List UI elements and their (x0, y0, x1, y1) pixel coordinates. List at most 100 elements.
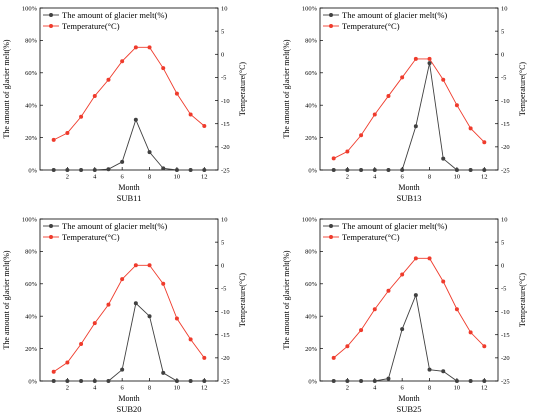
y-right-tick-label: -15 (221, 332, 230, 339)
y-right-tick-label: -15 (501, 121, 510, 128)
temperature-point (188, 337, 193, 342)
temperature-point (454, 307, 459, 312)
y-right-axis-label: Temperature(°C) (238, 273, 247, 328)
y-right-tick-label: -25 (501, 378, 510, 385)
y-right-tick-label: -15 (501, 332, 510, 339)
y-left-tick-label: 40% (25, 103, 38, 110)
x-tick-label: 4 (93, 174, 97, 181)
temperature-point (468, 126, 473, 131)
glacier-melt-point (345, 168, 350, 172)
x-tick-label: 2 (66, 174, 69, 181)
legend-marker (49, 13, 53, 17)
temperature-point (441, 77, 446, 82)
y-right-tick-label: -10 (221, 98, 230, 105)
y-left-tick-label: 20% (25, 346, 38, 353)
plot-frame (319, 7, 499, 171)
y-right-tick-label: 0 (501, 263, 504, 270)
legend-label: The amount of glacier melt(%) (62, 221, 167, 231)
temperature-point (161, 66, 166, 71)
y-right-tick-label: 5 (501, 28, 504, 35)
glacier-melt-line (333, 293, 485, 382)
y-left-tick-label: 0% (28, 167, 37, 174)
temperature-point (133, 45, 138, 50)
y-left-tick-label: 100% (22, 5, 38, 12)
legend-item-temperature: Temperature(°C) (43, 232, 120, 242)
x-tick-label: 10 (454, 385, 461, 392)
temperature-point (331, 156, 336, 161)
subplot-title: SUB13 (396, 193, 421, 203)
temperature-point (468, 330, 473, 335)
glacier-melt-point (331, 168, 336, 172)
temperature-point (174, 316, 179, 321)
temperature-point (441, 279, 446, 284)
legend-label: The amount of glacier melt(%) (62, 10, 167, 20)
glacier-melt-point (400, 168, 405, 172)
glacier-melt-point (345, 379, 350, 383)
legend-marker (329, 24, 333, 28)
y-right-tick-label: 10 (221, 5, 228, 12)
glacier-melt-point (468, 379, 473, 383)
glacier-melt-point (106, 379, 111, 383)
y-left-tick-label: 80% (25, 249, 38, 256)
legend-item-glacier-melt: The amount of glacier melt(%) (323, 221, 447, 231)
legend-item-temperature: Temperature(°C) (323, 21, 400, 31)
x-tick-label: 2 (66, 385, 69, 392)
chart-sub25: 2 4 6 8 10 12 0% 20% 40% 60% 80% 100% -25 -20 -15 -10 -5… (282, 216, 527, 413)
chart-sub13: 2 4 6 8 10 12 0% 20% 40% 60% 80% 100% -25 -20 -15 -10 -5… (282, 5, 527, 203)
temperature-point (359, 133, 364, 138)
x-tick-label: 2 (346, 385, 349, 392)
temperature-point (331, 355, 336, 360)
y-right-tick-label: -10 (221, 309, 230, 316)
x-tick-label: 10 (454, 174, 461, 181)
x-tick-label: 4 (373, 174, 377, 181)
temperature-point (79, 114, 84, 119)
y-left-axis-label: The amount of glacier melt(%) (282, 39, 291, 138)
x-tick-label: 8 (428, 174, 431, 181)
temperature-point (372, 307, 377, 312)
temperature-point (345, 344, 350, 349)
legend-item-glacier-melt: The amount of glacier melt(%) (43, 221, 167, 231)
plot-frame (319, 218, 499, 382)
glacier-melt-line (53, 118, 205, 171)
temperature-point (174, 91, 179, 96)
temperature-point (345, 149, 350, 154)
glacier-melt-line (53, 302, 205, 382)
y-right-tick-label: 5 (501, 239, 504, 246)
x-tick-label: 12 (201, 385, 208, 392)
glacier-melt-point (202, 168, 207, 172)
glacier-melt-point (51, 168, 56, 172)
legend-item-glacier-melt: The amount of glacier melt(%) (43, 10, 167, 20)
y-left-tick-label: 20% (305, 346, 318, 353)
glacier-melt-point (454, 168, 459, 172)
y-right-tick-label: -5 (501, 286, 506, 293)
glacier-melt-point (331, 379, 336, 383)
legend-label: The amount of glacier melt(%) (342, 10, 447, 20)
temperature-point (482, 344, 487, 349)
glacier-melt-point (174, 379, 179, 383)
glacier-melt-point (106, 167, 111, 172)
y-right-tick-label: -20 (221, 144, 230, 151)
temperature-point (202, 355, 207, 360)
temperature-line (333, 58, 485, 159)
legend-label: Temperature(°C) (342, 21, 400, 31)
glacier-melt-point (92, 379, 97, 383)
glacier-melt-point (65, 168, 70, 172)
x-tick-label: 12 (201, 174, 208, 181)
legend-label: Temperature(°C) (342, 232, 400, 242)
y-left-tick-label: 0% (308, 167, 317, 174)
glacier-melt-point (133, 301, 138, 306)
y-right-tick-label: 5 (221, 28, 224, 35)
x-tick-label: 8 (148, 385, 151, 392)
plot-frame (39, 218, 219, 382)
y-right-axis-label: Temperature(°C) (518, 273, 527, 328)
x-tick-label: 10 (174, 385, 181, 392)
glacier-melt-point (427, 367, 432, 372)
temperature-point (92, 321, 97, 326)
glacier-melt-point (400, 327, 405, 332)
y-left-tick-label: 0% (308, 378, 317, 385)
temperature-point (51, 137, 56, 142)
chart-sub20: 2 4 6 8 10 12 0% 20% 40% 60% 80% 100% -25 -20 -15 -10 -5… (2, 216, 247, 413)
glacier-melt-point (413, 293, 418, 298)
glacier-melt-point (147, 150, 152, 155)
temperature-point (188, 112, 193, 117)
